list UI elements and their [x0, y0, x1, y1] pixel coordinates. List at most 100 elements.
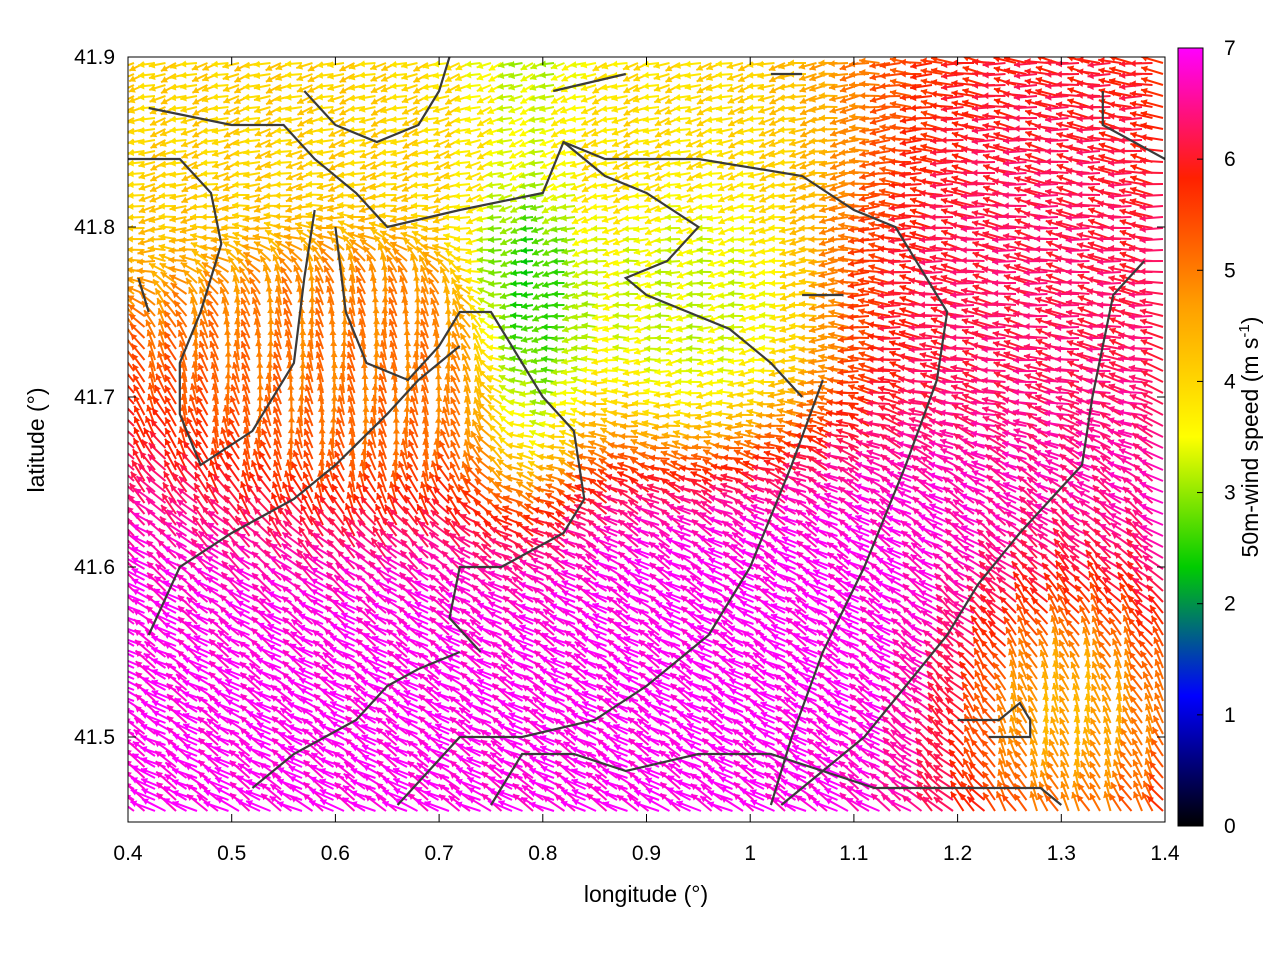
- wind-vector: [390, 82, 408, 90]
- wind-vector: [962, 88, 985, 97]
- wind-vector: [338, 62, 355, 72]
- wind-vector: [910, 73, 933, 81]
- wind-vector: [390, 71, 408, 79]
- wind-vector: [623, 106, 639, 117]
- wind-vector: [497, 82, 513, 90]
- wind-vector: [432, 60, 450, 68]
- wind-vector: [400, 61, 418, 69]
- wind-vector: [726, 62, 744, 70]
- wind-vector: [295, 62, 313, 70]
- wind-vector: [148, 73, 166, 81]
- wind-vector: [316, 71, 334, 79]
- wind-vector: [390, 93, 408, 101]
- wind-vector: [327, 106, 345, 115]
- wind-vector: [757, 83, 775, 91]
- wind-vector: [726, 73, 744, 81]
- wind-vector: [653, 62, 670, 69]
- wind-vector: [1013, 83, 1038, 91]
- wind-vector: [285, 105, 303, 113]
- wind-vector: [539, 93, 555, 101]
- wind-vector: [1098, 77, 1122, 86]
- wind-vector: [940, 83, 964, 91]
- wind-vector: [715, 71, 733, 79]
- wind-vector: [727, 84, 744, 93]
- wind-vector: [859, 57, 880, 65]
- wind-vector: [444, 84, 460, 94]
- wind-vector: [696, 73, 712, 83]
- wind-vector: [622, 73, 639, 83]
- wind-vector: [550, 73, 565, 81]
- wind-vector: [1108, 77, 1132, 86]
- wind-vector: [539, 71, 555, 79]
- wind-vector: [920, 78, 943, 86]
- wind-vector: [128, 106, 135, 112]
- wind-vector: [899, 70, 922, 78]
- wind-vector: [464, 82, 481, 90]
- wind-vector: [149, 95, 166, 104]
- wind-vector: [222, 73, 240, 81]
- wind-vector: [1119, 83, 1143, 91]
- wind-vector: [432, 106, 450, 114]
- wind-vector: [1108, 66, 1132, 75]
- wind-vector: [265, 73, 282, 83]
- wind-vector: [488, 73, 502, 83]
- wind-vector: [1024, 78, 1048, 86]
- wind-vector: [889, 78, 912, 86]
- wind-vector: [180, 94, 198, 102]
- wind-vector: [128, 95, 135, 101]
- wind-vector: [1003, 90, 1027, 98]
- wind-vector: [715, 60, 733, 68]
- wind-vector: [715, 93, 733, 101]
- wind-vector: [508, 83, 523, 91]
- wind-vector: [370, 106, 387, 117]
- wind-vector: [401, 106, 418, 115]
- wind-vector: [401, 95, 418, 104]
- wind-vector: [222, 95, 240, 104]
- wind-vector: [296, 106, 313, 116]
- wind-vector: [859, 92, 880, 100]
- wind-vector: [746, 93, 765, 101]
- wind-vector: [476, 95, 492, 104]
- wind-vector: [580, 84, 597, 92]
- wind-vector: [285, 93, 303, 101]
- wind-vector: [909, 94, 933, 102]
- wind-vector: [496, 104, 513, 112]
- wind-vector: [1129, 80, 1153, 88]
- wind-vector: [497, 72, 513, 80]
- wind-vector: [642, 60, 660, 68]
- wind-vector: [798, 62, 817, 70]
- wind-vector: [1087, 61, 1111, 69]
- wind-vector: [1109, 57, 1132, 64]
- wind-vector: [327, 84, 345, 92]
- wind-vector: [600, 105, 618, 113]
- wind-vector: [839, 84, 859, 93]
- wind-vector: [1013, 61, 1038, 69]
- wind-vector: [1035, 88, 1059, 97]
- wind-vector: [253, 60, 271, 68]
- wind-vector: [348, 105, 366, 113]
- wind-vector: [253, 106, 271, 114]
- wind-vector: [508, 95, 523, 102]
- wind-vector: [223, 106, 240, 116]
- wind-vector: [179, 60, 198, 68]
- wind-vector: [787, 59, 807, 67]
- wind-vector: [211, 93, 229, 101]
- wind-vector: [128, 62, 135, 67]
- wind-vector: [869, 61, 891, 69]
- wind-vector: [539, 105, 555, 113]
- wind-vector: [179, 71, 198, 79]
- wind-vector: [1140, 87, 1164, 97]
- wind-vector: [696, 84, 712, 94]
- wind-vector: [611, 106, 628, 113]
- wind-vector: [211, 60, 229, 68]
- wind-vector: [284, 60, 303, 68]
- wind-vector: [529, 94, 544, 102]
- wind-vector: [592, 62, 607, 72]
- wind-vector: [611, 94, 628, 102]
- wind-vector: [191, 84, 208, 94]
- wind-vector: [211, 104, 229, 112]
- wind-vector: [488, 62, 503, 72]
- wind-vector: [358, 105, 376, 113]
- wind-vector: [727, 95, 744, 104]
- wind-vector: [137, 104, 156, 112]
